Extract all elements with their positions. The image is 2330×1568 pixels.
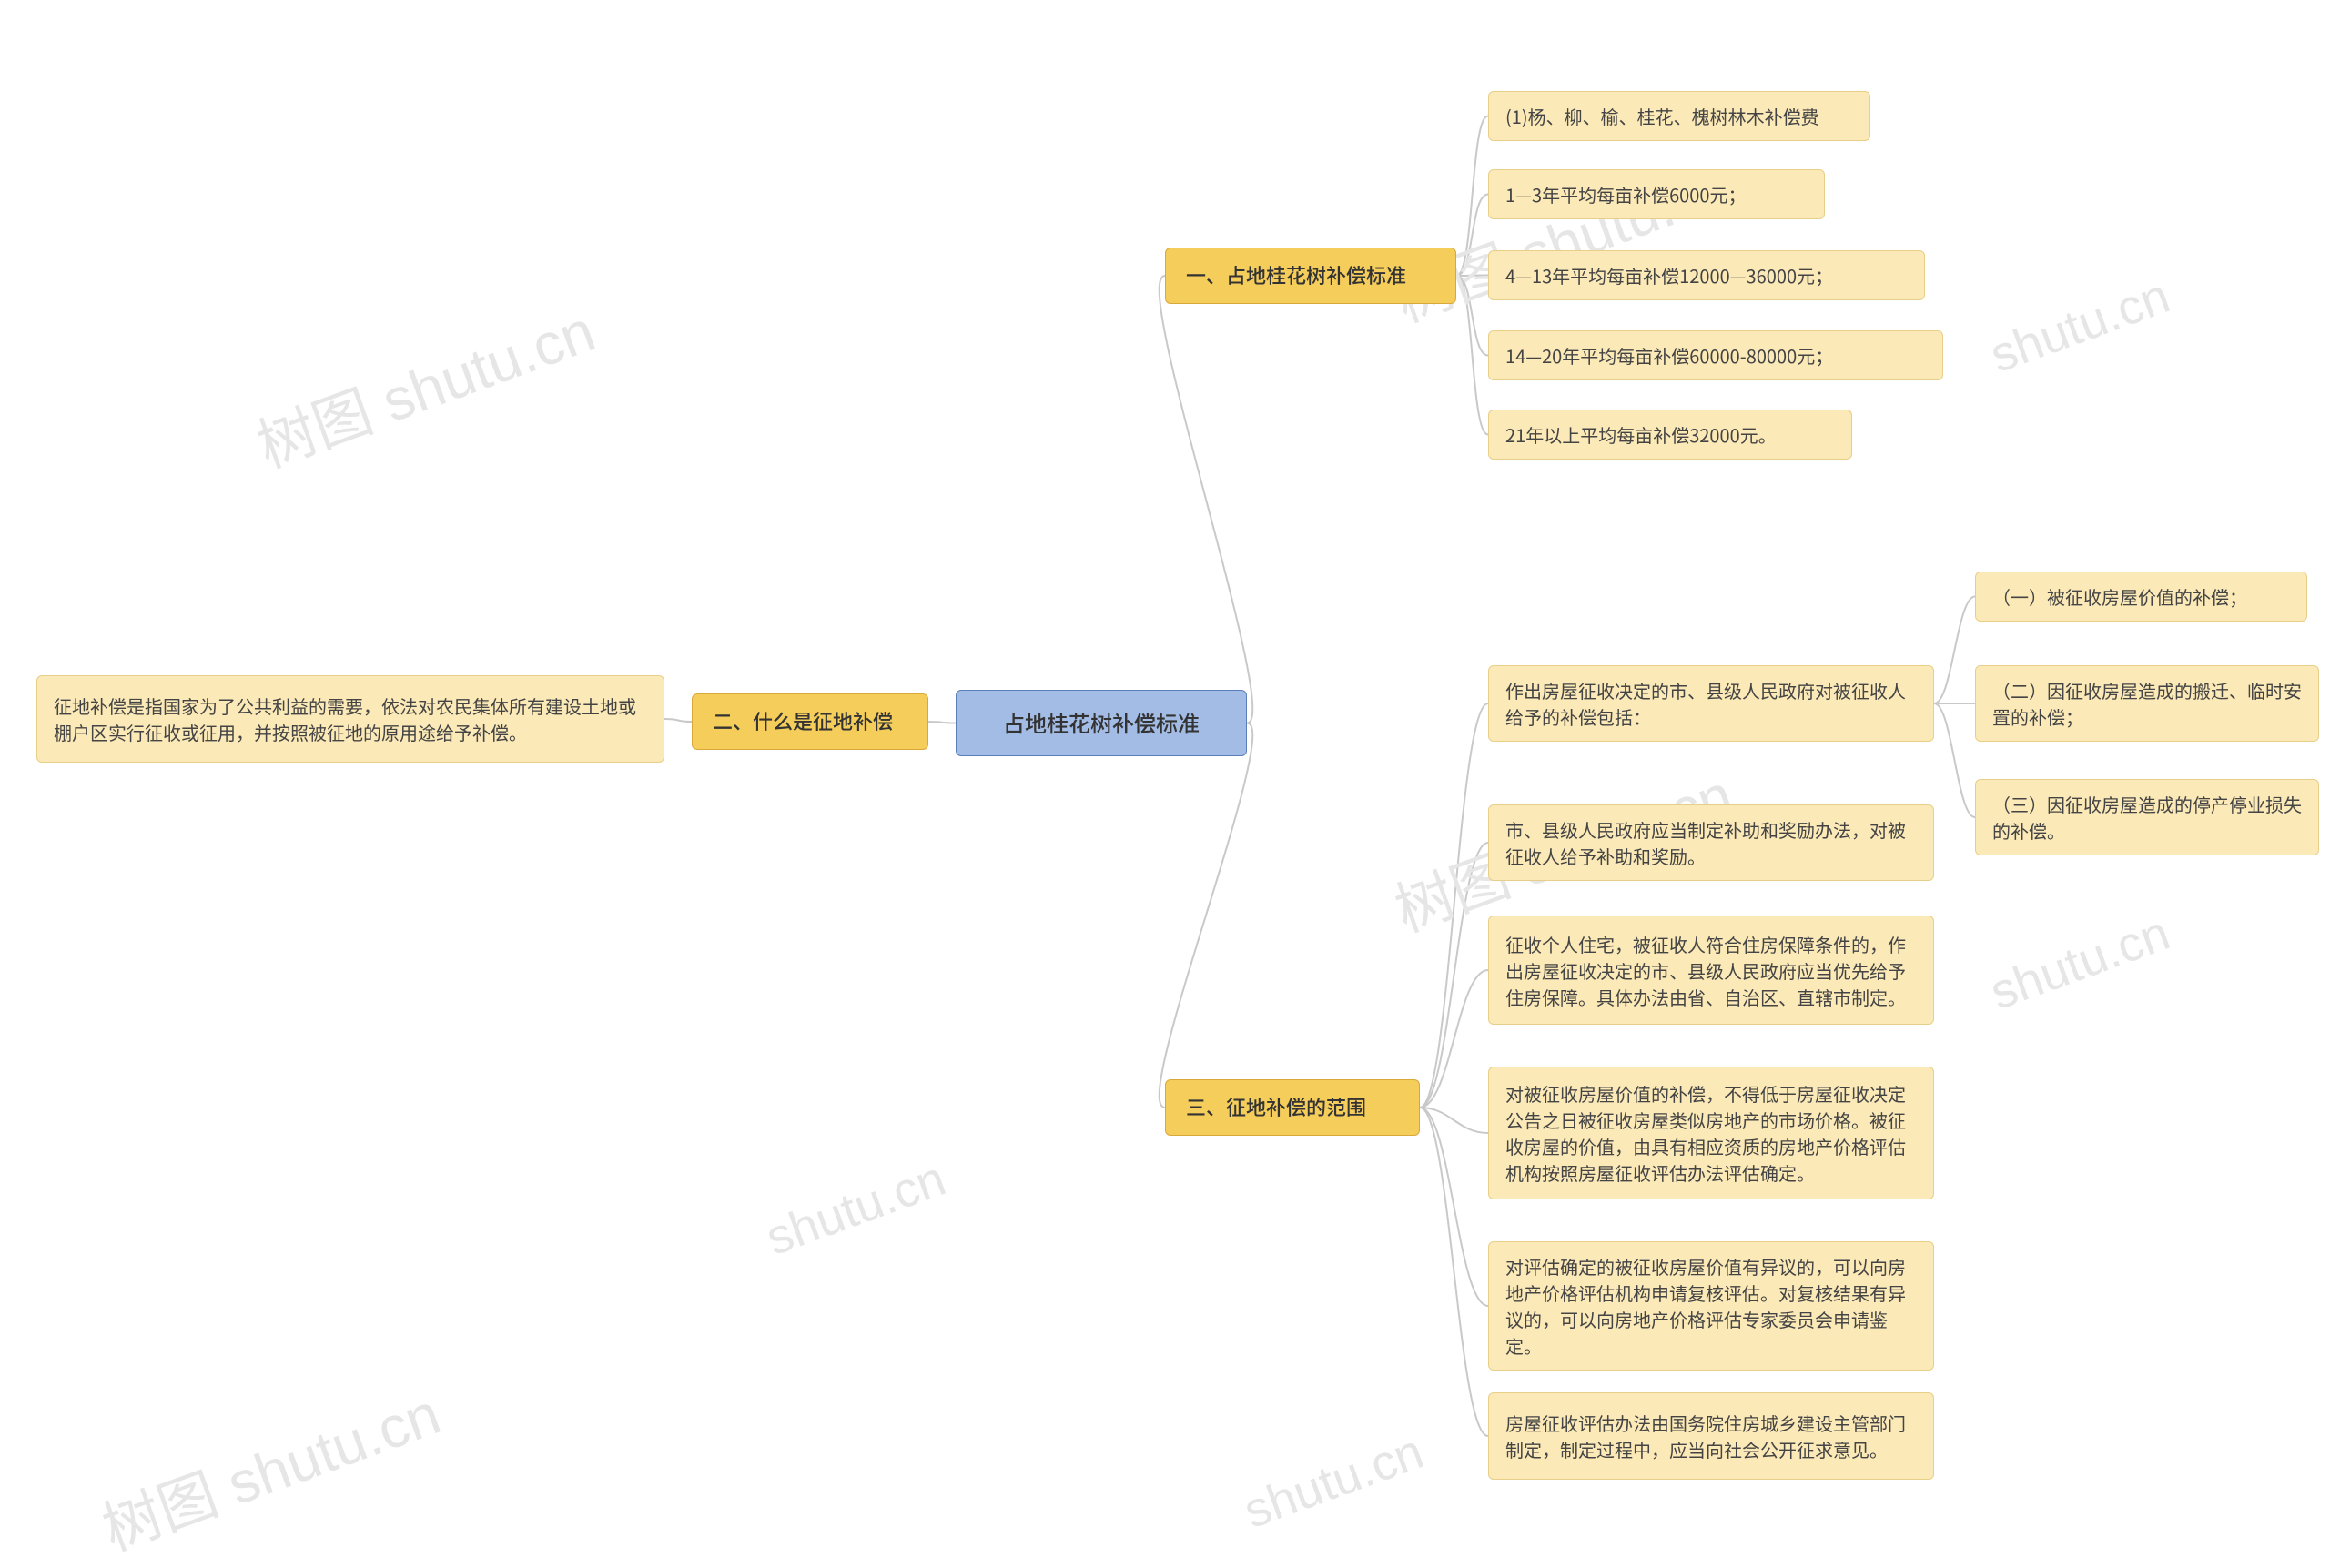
node-n11[interactable]: (1)杨、柳、榆、桂花、槐树林木补偿费 [1488, 91, 1870, 141]
watermark: shutu.cn [1983, 905, 2177, 1021]
watermark: shutu.cn [1237, 1423, 1431, 1540]
edge-b3-n34 [1420, 1108, 1488, 1133]
edge-b3-n33 [1420, 970, 1488, 1108]
edge-n31-n31a [1934, 597, 1975, 704]
node-b2[interactable]: 二、什么是征地补偿 [692, 693, 928, 750]
edge-root-b2 [928, 722, 956, 723]
node-n21[interactable]: 征地补偿是指国家为了公共利益的需要，依法对农民集体所有建设土地或棚户区实行征收或… [36, 675, 664, 763]
watermark: shutu.cn [759, 1150, 953, 1267]
node-n31c[interactable]: （三）因征收房屋造成的停产停业损失的补偿。 [1975, 779, 2319, 855]
edge-b1-n14 [1456, 276, 1488, 356]
edge-b1-n15 [1456, 276, 1488, 435]
node-n31b[interactable]: （二）因征收房屋造成的搬迁、临时安置的补偿； [1975, 665, 2319, 742]
node-b3[interactable]: 三、征地补偿的范围 [1165, 1079, 1420, 1136]
node-b1[interactable]: 一、占地桂花树补偿标准 [1165, 248, 1456, 304]
node-root[interactable]: 占地桂花树补偿标准 [956, 690, 1247, 756]
node-n31[interactable]: 作出房屋征收决定的市、县级人民政府对被征收人给予的补偿包括： [1488, 665, 1934, 742]
edge-b1-n13 [1456, 276, 1488, 277]
edge-b3-n35 [1420, 1108, 1488, 1306]
node-n34[interactable]: 对被征收房屋价值的补偿，不得低于房屋征收决定公告之日被征收房屋类似房地产的市场价… [1488, 1067, 1934, 1199]
edge-b2-n21 [664, 719, 692, 722]
edge-root-b1 [1160, 276, 1253, 723]
node-n32[interactable]: 市、县级人民政府应当制定补助和奖励办法，对被征收人给予补助和奖励。 [1488, 804, 1934, 881]
edge-b1-n12 [1456, 195, 1488, 277]
edge-b3-n31 [1420, 703, 1488, 1108]
node-n13[interactable]: 4—13年平均每亩补偿12000—36000元； [1488, 250, 1925, 300]
edge-root-b3 [1160, 723, 1253, 1108]
node-n15[interactable]: 21年以上平均每亩补偿32000元。 [1488, 410, 1852, 460]
node-n31a[interactable]: （一）被征收房屋价值的补偿； [1975, 572, 2307, 622]
edge-b1-n11 [1456, 116, 1488, 277]
edge-b3-n36 [1420, 1108, 1488, 1436]
watermark: shutu.cn [1983, 268, 2177, 384]
node-n33[interactable]: 征收个人住宅，被征收人符合住房保障条件的，作出房屋征收决定的市、县级人民政府应当… [1488, 916, 1934, 1025]
node-n35[interactable]: 对评估确定的被征收房屋价值有异议的，可以向房地产价格评估机构申请复核评估。对复核… [1488, 1241, 1934, 1371]
watermark: 树图 shutu.cn [245, 285, 605, 484]
edge-n31-n31c [1934, 703, 1975, 817]
edge-b3-n32 [1420, 843, 1488, 1108]
node-n14[interactable]: 14—20年平均每亩补偿60000-80000元； [1488, 330, 1943, 380]
node-n36[interactable]: 房屋征收评估办法由国务院住房城乡建设主管部门制定，制定过程中，应当向社会公开征求… [1488, 1392, 1934, 1480]
watermark: 树图 shutu.cn [90, 1368, 451, 1567]
node-n12[interactable]: 1—3年平均每亩补偿6000元； [1488, 169, 1825, 219]
